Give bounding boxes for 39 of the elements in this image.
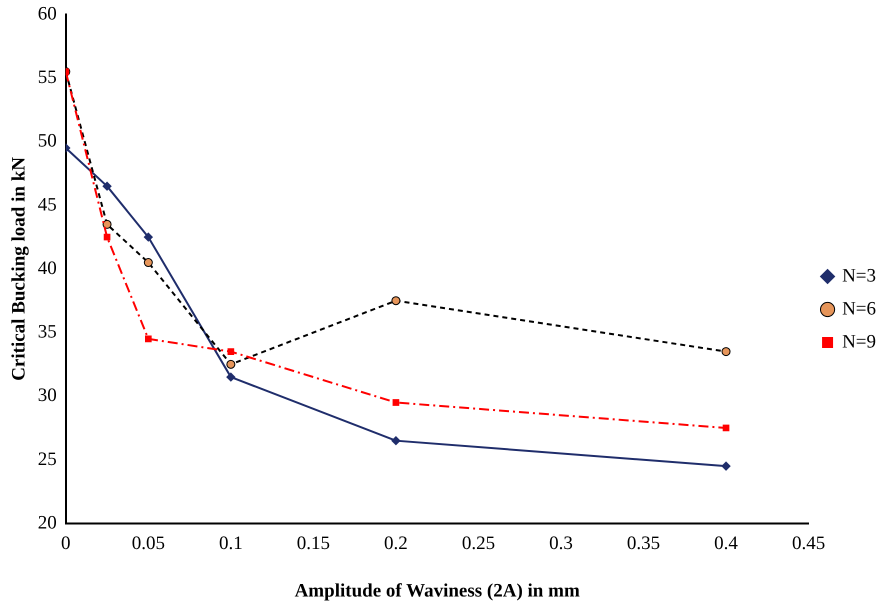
point bbox=[391, 296, 400, 306]
legend-label: N=6 bbox=[842, 298, 876, 320]
y-tick-label: 35 bbox=[38, 322, 57, 343]
x-tick-label: 0.15 bbox=[296, 532, 330, 554]
x-tick-label: 0.3 bbox=[549, 532, 573, 554]
y-tick-label: 55 bbox=[38, 67, 57, 88]
point bbox=[228, 348, 234, 355]
x-tick-label: 0.25 bbox=[462, 532, 496, 554]
y-tick-label: 20 bbox=[38, 512, 57, 534]
x-tick-label: 0.35 bbox=[626, 532, 660, 554]
y-tick-label: 50 bbox=[38, 130, 57, 152]
x-tick-label: 0.1 bbox=[218, 532, 243, 554]
x-axis-title: Amplitude of Waviness (2A) in mm bbox=[294, 580, 580, 602]
point bbox=[226, 360, 236, 369]
point bbox=[145, 336, 152, 342]
point bbox=[104, 234, 110, 240]
point bbox=[392, 399, 400, 406]
point bbox=[102, 182, 112, 191]
x-tick-label: 0.45 bbox=[792, 532, 826, 554]
y-tick-label: 45 bbox=[38, 194, 57, 216]
legend-label: N=9 bbox=[842, 331, 876, 352]
point bbox=[144, 258, 153, 268]
point bbox=[722, 462, 731, 471]
y-tick-label: 60 bbox=[38, 3, 57, 24]
x-tick-label: 0.4 bbox=[714, 532, 738, 554]
x-tick-label: 0 bbox=[61, 532, 71, 554]
y-tick-label: 30 bbox=[38, 385, 57, 406]
x-tick-label: 0.05 bbox=[132, 532, 165, 554]
point bbox=[391, 436, 400, 446]
y-axis-title: Critical Bucking load in kN bbox=[8, 156, 30, 381]
point bbox=[102, 220, 112, 229]
point bbox=[226, 372, 236, 382]
y-tick-label: 25 bbox=[38, 448, 57, 470]
y-tick-label: 40 bbox=[38, 258, 57, 279]
point bbox=[144, 232, 153, 242]
point bbox=[722, 424, 730, 432]
point bbox=[722, 347, 731, 356]
x-tick-label: 0.2 bbox=[384, 532, 408, 554]
legend-label: N=3 bbox=[842, 265, 876, 286]
